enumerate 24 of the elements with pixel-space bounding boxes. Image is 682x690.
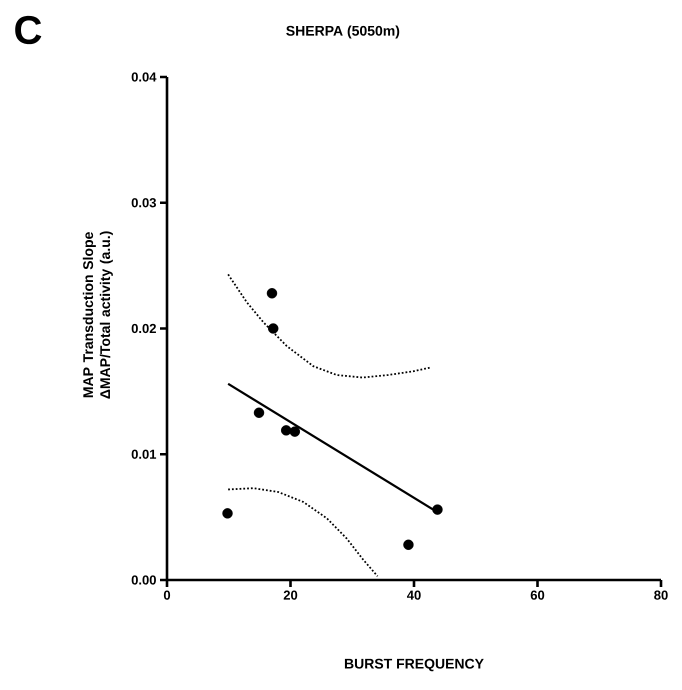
point xyxy=(403,540,414,550)
point xyxy=(266,288,278,298)
point xyxy=(268,323,278,334)
x-tick-label: 40 xyxy=(406,590,421,600)
y-tick-label: 0.00 xyxy=(132,575,156,585)
point xyxy=(222,508,233,519)
point xyxy=(280,425,292,436)
chart-title: SHERPA (5050m) xyxy=(286,25,400,39)
y-tick-label: 0.01 xyxy=(132,450,156,459)
line-series xyxy=(227,274,432,378)
y-axis-title: MAP Transduction Slope ΔMAP/Total activity (a.u.) xyxy=(82,231,113,399)
x-tick-label: 80 xyxy=(654,590,668,600)
x-tick-label: 20 xyxy=(284,590,298,600)
point xyxy=(254,408,264,418)
y-tick-label: 0.02 xyxy=(132,324,156,334)
point xyxy=(432,504,443,515)
x-tick-label: 0 xyxy=(164,590,170,600)
x-axis-title: BURST FREQUENCY xyxy=(344,658,484,672)
y-tick-label: 0.04 xyxy=(132,72,156,82)
y-tick-label: 0.03 xyxy=(132,198,156,208)
line-series xyxy=(227,487,378,578)
text: C xyxy=(15,16,42,44)
x-tick-label: 60 xyxy=(530,590,544,600)
point xyxy=(290,426,300,437)
